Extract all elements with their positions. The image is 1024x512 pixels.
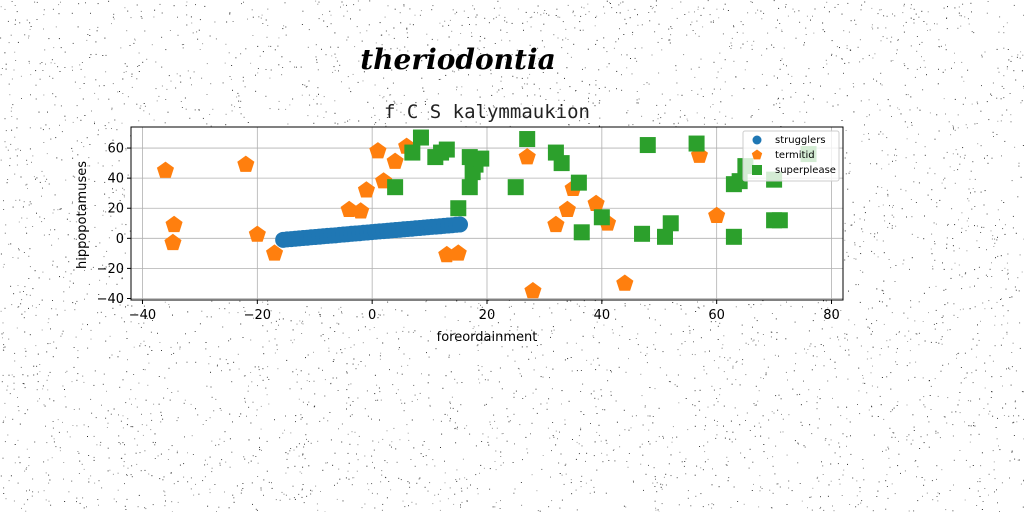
point-strugglers (452, 216, 469, 233)
point-superplease (573, 224, 590, 241)
series-strugglers (275, 216, 469, 248)
y-tick-label: 20 (107, 202, 124, 217)
y-tick-label: 60 (107, 142, 124, 157)
point-termitid (587, 194, 605, 211)
point-termitid (369, 142, 387, 159)
point-termitid (518, 148, 536, 165)
point-termitid (386, 152, 404, 169)
x-tick-label: 20 (479, 308, 496, 323)
x-tick-label: −20 (244, 308, 271, 323)
point-superplease (450, 200, 467, 217)
point-termitid (266, 244, 284, 261)
point-superplease (725, 228, 742, 245)
axis-ticks: −40 −20 0 20 40 60 80 −40 −20 0 20 40 60 (97, 142, 840, 323)
x-tick-label: 40 (594, 308, 611, 323)
point-termitid (165, 215, 183, 233)
point-termitid (164, 233, 182, 251)
legend-label-strugglers: strugglers (775, 135, 826, 146)
point-superplease (473, 150, 490, 167)
point-superplease (771, 212, 788, 229)
legend-marker-termitid (751, 149, 763, 160)
y-tick-label: −40 (97, 292, 124, 307)
point-termitid (156, 161, 174, 178)
point-superplease (553, 155, 570, 172)
legend-marker-superplease (752, 165, 762, 175)
point-superplease (461, 179, 478, 196)
x-tick-label: 80 (823, 308, 840, 323)
point-superplease (519, 131, 536, 148)
point-superplease (657, 228, 673, 245)
point-superplease (639, 137, 656, 154)
legend-box (742, 130, 840, 182)
y-axis-label: hippopotamuses (75, 161, 90, 269)
point-superplease (387, 179, 404, 196)
x-tick-label: 0 (368, 308, 376, 323)
x-axis-label: foreordainment (437, 330, 538, 345)
point-termitid (340, 200, 358, 217)
point-superplease (634, 225, 651, 242)
point-termitid (357, 181, 375, 198)
point-termitid (352, 202, 370, 219)
legend-label-termitid: termitid (775, 150, 815, 161)
point-termitid (524, 282, 542, 299)
x-tick-label: −40 (129, 308, 156, 323)
grid-lines (131, 127, 843, 300)
x-tick-label: 60 (708, 308, 725, 323)
point-superplease (570, 174, 587, 191)
point-termitid (708, 206, 726, 223)
point-superplease (688, 135, 705, 152)
chart-suptitle: theriodontia (360, 43, 556, 76)
point-superplease (404, 144, 421, 161)
chart-title: f C S kalymmaukion (384, 101, 590, 123)
legend: strugglers termitid superplease (742, 130, 840, 182)
legend-label-superplease: superplease (775, 165, 836, 176)
point-termitid (449, 244, 467, 261)
point-superplease (507, 179, 524, 196)
point-termitid (237, 155, 255, 172)
y-tick-label: 0 (116, 232, 124, 247)
data-points (156, 129, 817, 299)
point-superplease (593, 209, 610, 226)
y-tick-label: −20 (97, 262, 124, 277)
legend-marker-strugglers (752, 135, 762, 145)
point-termitid (616, 274, 634, 291)
y-tick-label: 40 (107, 172, 124, 187)
point-termitid (248, 225, 266, 242)
point-termitid (558, 200, 576, 217)
point-superplease (662, 215, 679, 232)
point-termitid (547, 215, 565, 233)
point-superplease (438, 141, 455, 158)
point-superplease (412, 129, 429, 146)
